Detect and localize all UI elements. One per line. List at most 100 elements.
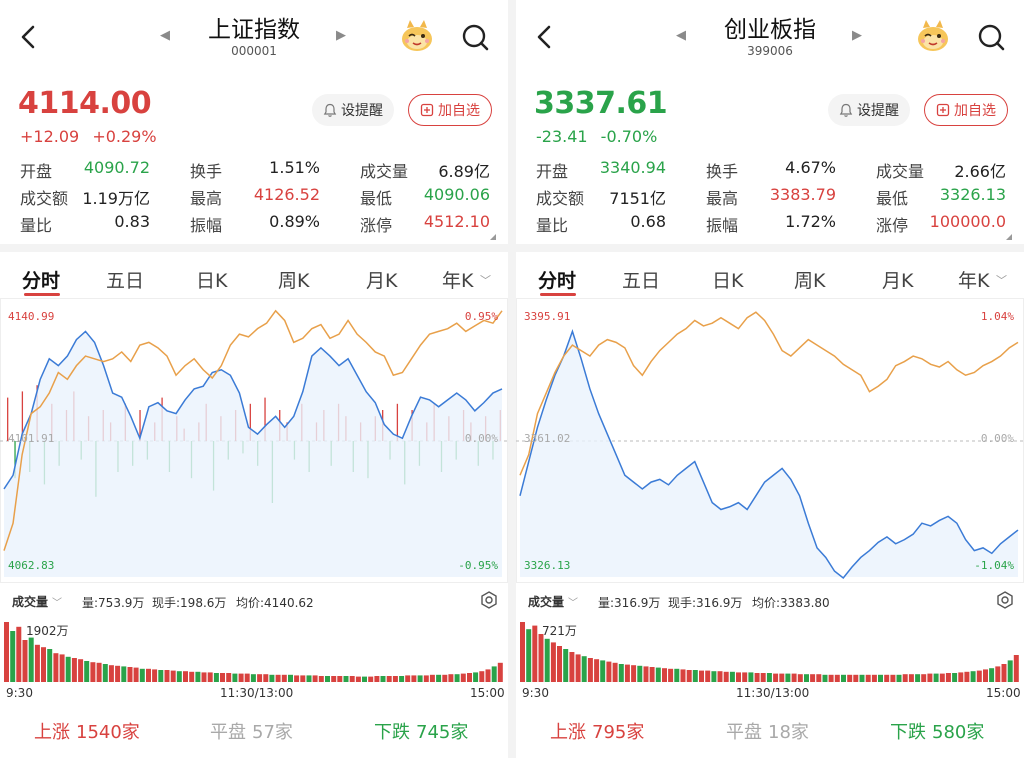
tab-intraday[interactable]: 分时 [538, 270, 577, 292]
tab-five-day[interactable]: 五日 [622, 270, 661, 292]
tab-yearly-k[interactable]: 年K [958, 270, 990, 292]
advancers[interactable]: 上涨 1540家 [34, 718, 140, 744]
volume-bar [78, 659, 84, 682]
volume-bar [442, 674, 448, 682]
chevron-down-icon[interactable]: ﹀ [996, 274, 1007, 287]
chart-zero-percent: 0.00% [980, 432, 1014, 445]
expand-corner-icon[interactable] [1006, 234, 1012, 240]
chevron-down-icon[interactable]: ﹀ [480, 274, 491, 287]
volume-bar [127, 667, 133, 682]
advancers[interactable]: 上涨 795家 [550, 718, 644, 744]
tab-daily-k[interactable]: 日K [196, 270, 228, 292]
quote-stats: 开盘 3340.94 换手 4.67% 成交量 2.66亿 成交额 7151亿 最高 3383.7… [536, 158, 1016, 239]
volume-bar [108, 665, 114, 682]
set-alert-button[interactable]: 设提醒 [828, 94, 910, 126]
volume-bar [668, 668, 674, 682]
volume-bar [612, 662, 618, 682]
prev-triangle-icon[interactable]: ◀ [676, 28, 686, 43]
volume-bar [581, 656, 587, 682]
volume-chart[interactable] [0, 618, 508, 684]
add-watchlist-button[interactable]: 加自选 [924, 94, 1008, 126]
volume-bar [460, 673, 466, 682]
volume-bar [423, 675, 429, 682]
tab-daily-k[interactable]: 日K [712, 270, 744, 292]
volume-bar [392, 676, 398, 682]
chart-zero-percent: 0.00% [464, 432, 498, 445]
time-close: 15:00 [470, 686, 505, 700]
stat-label: 最低 [876, 189, 909, 208]
decliners[interactable]: 下跌 745家 [374, 718, 468, 744]
stat-value: 4090.72 [83, 158, 150, 177]
next-triangle-icon[interactable]: ▶ [336, 28, 346, 43]
volume-bar [859, 674, 865, 682]
volume-bar [207, 672, 213, 682]
mascot-icon[interactable] [398, 18, 436, 54]
volume-bar [59, 654, 65, 682]
volume-bar [736, 672, 741, 682]
volume-bar [557, 646, 562, 682]
volume-bar [520, 622, 525, 682]
volume-bar [121, 666, 127, 682]
volume-bar [139, 668, 145, 682]
volume-bar [606, 661, 612, 682]
tab-five-day[interactable]: 五日 [106, 270, 145, 292]
search-icon[interactable] [460, 22, 490, 52]
set-alert-label: 设提醒 [341, 103, 383, 119]
stat-value: 1.19万亿 [82, 189, 150, 208]
settings-icon[interactable] [480, 591, 498, 609]
back-arrow-icon[interactable] [530, 22, 558, 52]
stat-label: 量比 [20, 216, 53, 235]
volume-bar [399, 676, 405, 682]
back-arrow-icon[interactable] [14, 22, 42, 52]
stat-label: 成交量 [876, 162, 925, 181]
stat-value: 7151亿 [609, 189, 666, 208]
tab-intraday[interactable]: 分时 [22, 270, 61, 292]
volume-bar [680, 669, 686, 682]
expand-corner-icon[interactable] [490, 234, 496, 240]
tab-yearly-k[interactable]: 年K [442, 270, 474, 292]
tab-weekly-k[interactable]: 周K [794, 270, 826, 292]
set-alert-button[interactable]: 设提醒 [312, 94, 394, 126]
tab-weekly-k[interactable]: 周K [278, 270, 310, 292]
settings-icon[interactable] [996, 591, 1014, 609]
prev-triangle-icon[interactable]: ◀ [160, 28, 170, 43]
unchanged[interactable]: 平盘 57家 [210, 718, 293, 744]
indicator-dropdown[interactable]: 成交量 ﹀ [12, 593, 62, 610]
chart-prev-close: 3361.02 [524, 432, 571, 445]
volume-bar [281, 674, 287, 682]
volume-bar [822, 674, 828, 682]
time-open: 9:30 [522, 686, 549, 700]
volume-bar [575, 654, 581, 682]
volume-bar [306, 675, 312, 682]
volume-bar [791, 673, 797, 682]
current-hand-value: 现手:316.9万 [668, 596, 743, 610]
stat-value: 4.67% [785, 158, 836, 177]
stat-value: 3326.13 [939, 185, 1006, 204]
volume-bar [195, 671, 201, 682]
volume-chart[interactable] [516, 618, 1024, 684]
last-price: 3337.61 [534, 86, 668, 121]
volume-bar [847, 674, 853, 682]
intraday-chart[interactable]: 4140.99 0.95% 4101.91 0.00% 4062.83 -0.9… [0, 298, 508, 583]
decliners[interactable]: 下跌 580家 [890, 718, 984, 744]
mascot-icon[interactable] [914, 18, 952, 54]
volume-bar [1013, 655, 1019, 682]
tab-monthly-k[interactable]: 月K [882, 270, 914, 292]
section-separator [516, 244, 1024, 252]
add-watchlist-button[interactable]: 加自选 [408, 94, 492, 126]
volume-bar [189, 671, 195, 682]
intraday-chart[interactable]: 3395.91 1.04% 3361.02 0.00% 3326.13 -1.0… [516, 298, 1024, 583]
indicator-dropdown[interactable]: 成交量 ﹀ [528, 593, 578, 610]
search-icon[interactable] [976, 22, 1006, 52]
unchanged[interactable]: 平盘 18家 [726, 718, 809, 744]
stat-label: 振幅 [706, 216, 739, 235]
stat-label: 成交额 [536, 189, 585, 208]
change-value: +12.09 [20, 127, 80, 146]
period-tabs: 分时 五日 日K 周K 月K 年K ﹀ [0, 262, 508, 298]
avg-price-area [520, 331, 1018, 578]
next-triangle-icon[interactable]: ▶ [852, 28, 862, 43]
average-price-value: 均价:3383.80 [752, 596, 830, 610]
tab-monthly-k[interactable]: 月K [366, 270, 398, 292]
volume-bar [711, 671, 717, 682]
stat-value: 0.83 [114, 212, 150, 231]
